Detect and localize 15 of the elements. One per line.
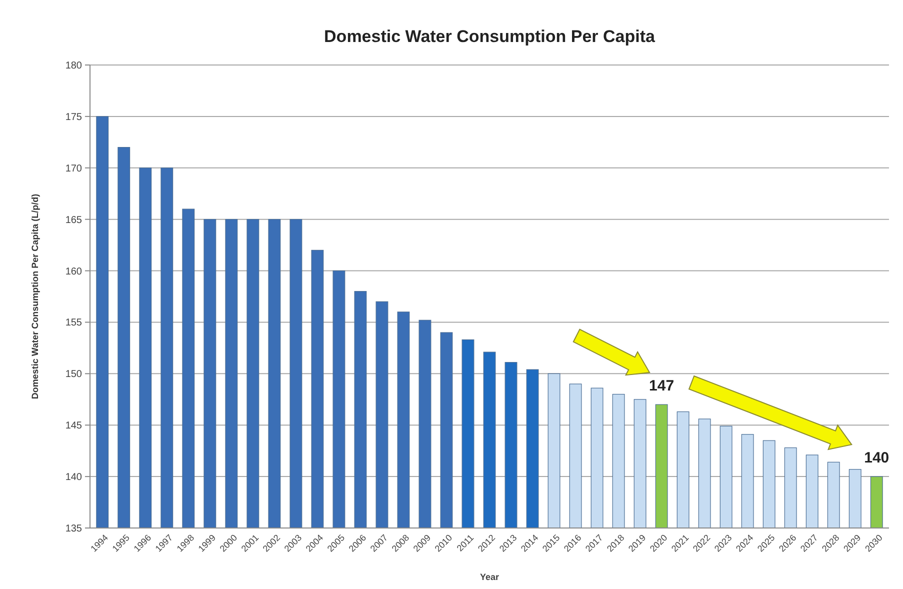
y-axis-title: Domestic Water Consumption Per Capita (L/p/d): [30, 194, 40, 400]
y-tick-label: 180: [65, 60, 82, 72]
y-tick-label: 160: [65, 266, 82, 278]
annotation: 140: [864, 450, 890, 467]
y-tick-label: 135: [65, 524, 82, 534]
y-tick-label: 165: [65, 214, 82, 226]
y-tick-label: 140: [65, 472, 82, 484]
x-axis-title: Year: [480, 572, 500, 582]
y-tick-label: 175: [65, 112, 82, 123]
chart-title: Domestic Water Consumption Per Capita: [324, 27, 656, 46]
y-tick-label: 170: [65, 163, 82, 174]
annotation: 147: [649, 378, 674, 395]
y-tick-label: 150: [65, 369, 82, 380]
y-tick-label: 145: [65, 420, 82, 432]
y-tick-label: 155: [65, 318, 82, 329]
